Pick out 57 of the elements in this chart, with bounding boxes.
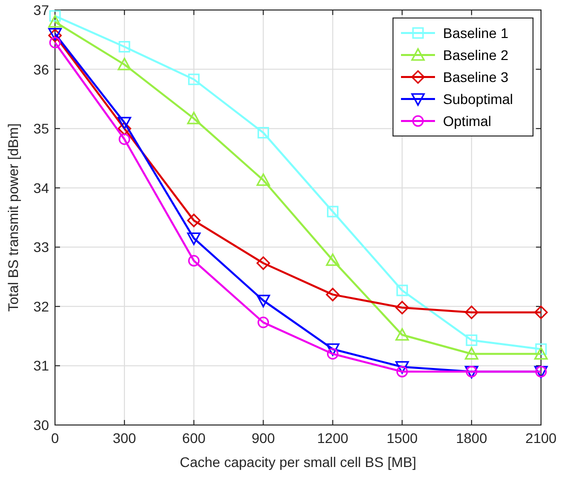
y-axis-title: Total BS transmit power [dBm] [5,123,21,312]
point [396,284,408,296]
point [395,361,409,374]
point [326,288,340,302]
x-tick-label: 1800 [456,430,488,446]
point [188,255,200,267]
y-tick-label: 36 [33,61,50,78]
point [258,316,270,328]
point [118,41,130,53]
point [187,214,201,228]
point [118,122,132,136]
point [118,133,130,145]
point [188,74,200,86]
point [535,343,547,355]
y-tick-label: 37 [33,2,50,18]
legend-label: Optimal [443,113,492,129]
y-tick-label: 35 [33,120,50,137]
point [49,36,61,48]
y-tick-label: 32 [33,298,50,314]
x-tick-label: 0 [51,430,60,446]
y-tick-label: 30 [33,417,50,433]
point [256,173,270,186]
x-tick-label: 900 [252,430,276,446]
point [395,328,409,341]
x-tick-label: 600 [182,430,206,446]
point [118,116,132,130]
x-axis-title: Cache capacity per small cell BS [MB] [180,454,416,470]
legend-label: Baseline 3 [443,69,509,85]
point [326,343,340,356]
point [256,294,270,308]
point [256,256,270,270]
point [534,347,548,360]
point [326,253,340,266]
point [118,58,132,70]
point [464,347,478,360]
x-tick-label: 1500 [386,430,418,446]
point [49,10,61,22]
point [326,348,338,360]
legend-label: Baseline 1 [443,25,509,41]
legend-label: Suboptimal [443,91,514,107]
point [395,300,409,314]
point [396,366,408,378]
point [258,126,270,138]
point [187,232,201,245]
point [187,112,201,124]
y-tick-label: 33 [33,239,50,256]
x-tick-label: 1200 [317,430,348,446]
point [466,334,478,346]
point [48,15,62,28]
y-tick-label: 34 [33,180,50,196]
point [534,306,548,320]
x-tick-label: 300 [112,430,136,446]
x-tick-label: 2100 [525,430,557,446]
y-tick-label: 31 [33,358,50,374]
legend-label: Baseline 2 [443,47,509,63]
point [326,206,338,218]
point [464,306,478,320]
